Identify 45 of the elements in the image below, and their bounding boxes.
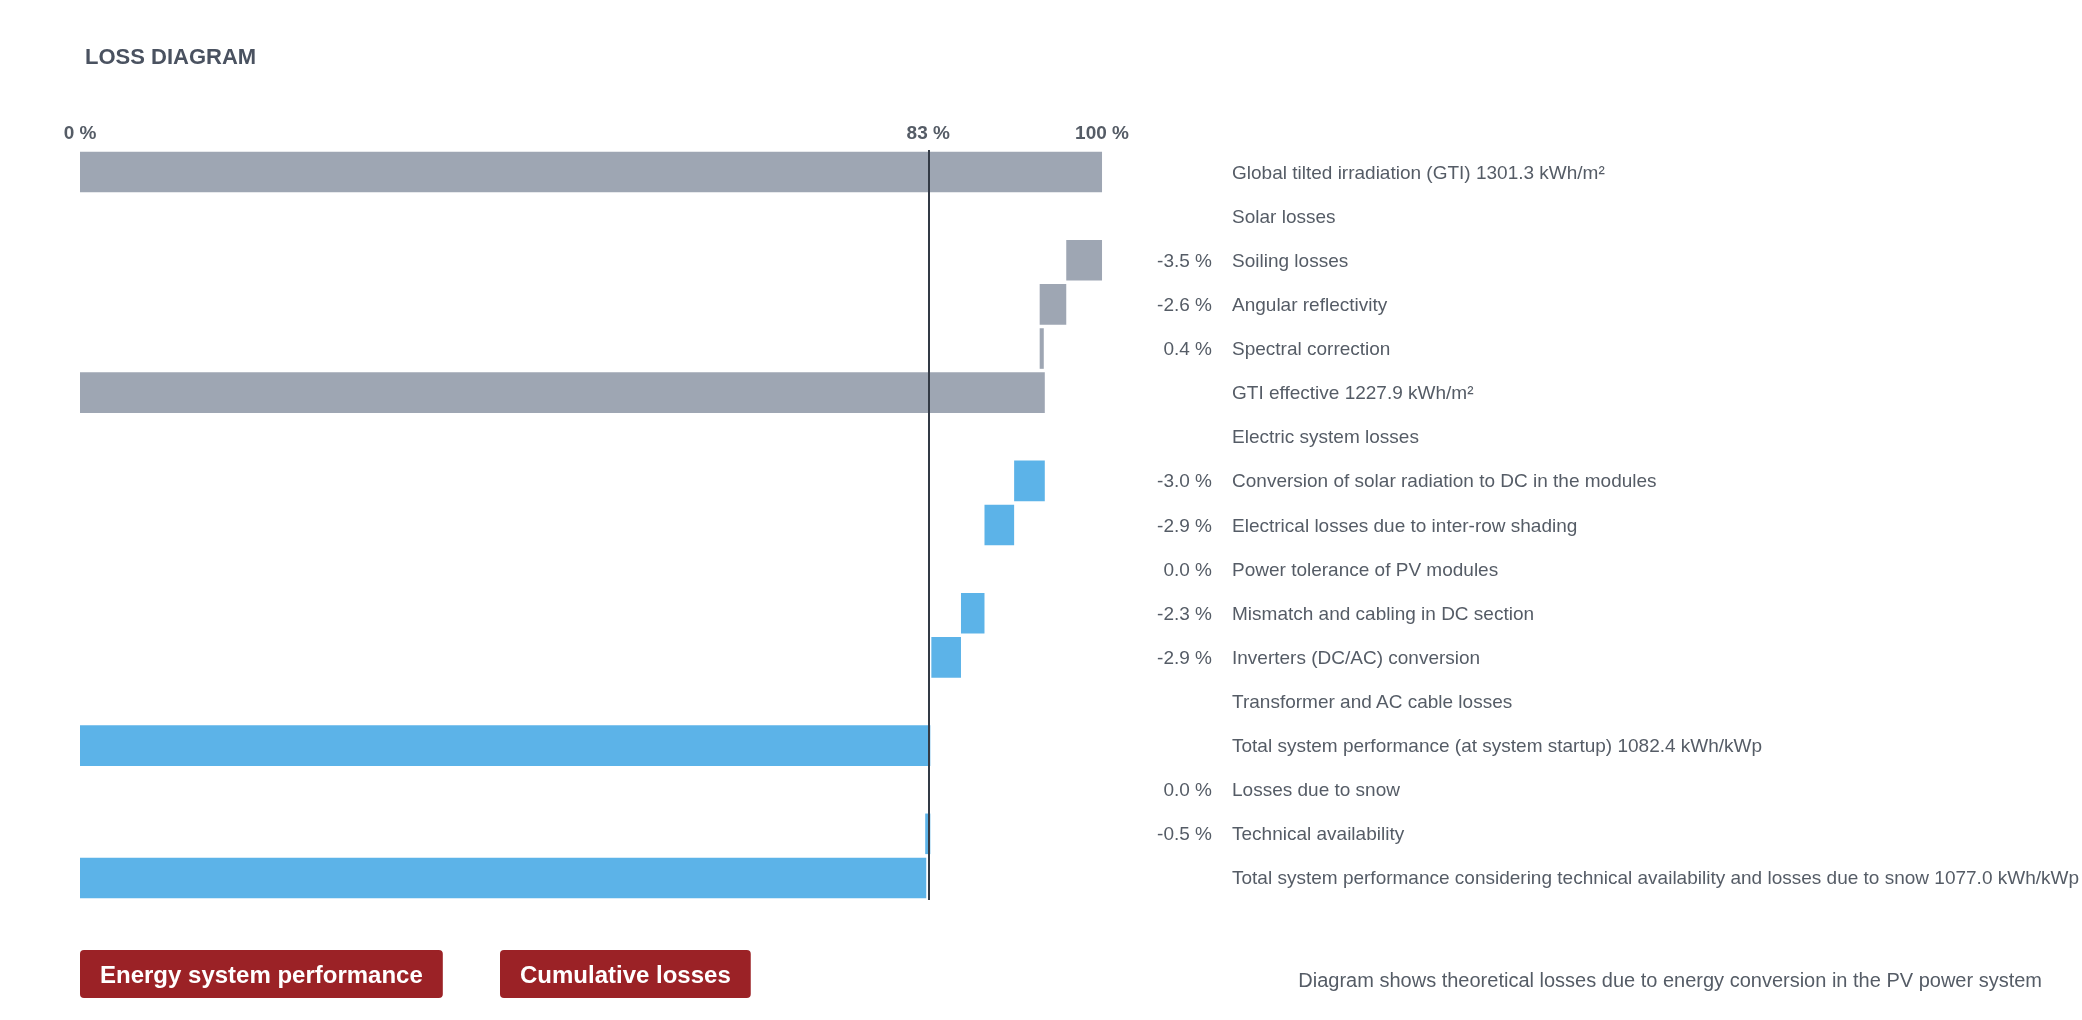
data-label: -2.3 % — [1157, 602, 1213, 624]
data-label: 0.4 % — [1163, 338, 1213, 360]
y-tick-label: Losses due to snow — [1232, 779, 1401, 801]
y-tick-label: GTI effective 1227.9 kWh/m² — [1232, 382, 1474, 404]
data-label: -2.9 % — [1157, 514, 1213, 536]
y-tick-label: Mismatch and cabling in DC section — [1232, 602, 1535, 624]
bar — [1066, 240, 1103, 281]
bar — [1039, 284, 1067, 325]
x-tick-label: 83 % — [906, 122, 951, 143]
bar — [80, 372, 1045, 413]
y-tick-label: Transformer and AC cable losses — [1232, 690, 1513, 712]
y-tick-label: Total system performance considering technical availability and losses due to snow 1077.0 kWh/kWp — [1232, 867, 2080, 889]
text: Cumulative losses — [520, 960, 731, 988]
y-tick-label: Electric system losses — [1232, 426, 1419, 448]
data-label: -0.5 % — [1157, 823, 1213, 845]
data-label: -3.5 % — [1157, 249, 1213, 271]
text: Energy system performance — [100, 960, 423, 988]
bar — [931, 637, 961, 678]
data-label: -2.9 % — [1157, 646, 1213, 668]
bar — [984, 504, 1015, 546]
bar — [80, 857, 927, 899]
chart-title: LOSS DIAGRAM — [85, 43, 257, 69]
data-label: 0.0 % — [1163, 558, 1213, 580]
y-tick-label: Angular reflectivity — [1232, 293, 1388, 315]
y-tick-label: Solar losses — [1232, 205, 1336, 227]
y-tick-label: Spectral correction — [1232, 338, 1391, 360]
text: Diagram shows theoretical losses due to energy conversion in the PV power system — [1298, 969, 2043, 991]
data-label: -3.0 % — [1157, 470, 1213, 492]
bar — [80, 151, 1103, 193]
x-tick-label: 100 % — [1075, 122, 1130, 143]
data-label: -2.6 % — [1157, 293, 1213, 315]
data-label: 0.0 % — [1163, 779, 1213, 801]
bar — [80, 725, 931, 766]
x-tick-label: 0 % — [63, 122, 97, 143]
y-tick-label: Inverters (DC/AC) conversion — [1232, 646, 1481, 668]
y-tick-label: Electrical losses due to inter-row shading — [1232, 514, 1578, 536]
bar — [960, 592, 985, 634]
bar — [1039, 328, 1044, 369]
y-tick-label: Global tilted irradiation (GTI) 1301.3 kWh/m² — [1232, 161, 1605, 183]
y-tick-label: Total system performance (at system startup) 1082.4 kWh/kWp — [1232, 735, 1763, 757]
y-tick-label: Soiling losses — [1232, 249, 1349, 271]
y-tick-label: Technical availability — [1232, 823, 1405, 845]
y-tick-label: Conversion of solar radiation to DC in the modules — [1232, 470, 1657, 492]
bar — [1014, 460, 1045, 502]
y-tick-label: Power tolerance of PV modules — [1232, 558, 1499, 580]
